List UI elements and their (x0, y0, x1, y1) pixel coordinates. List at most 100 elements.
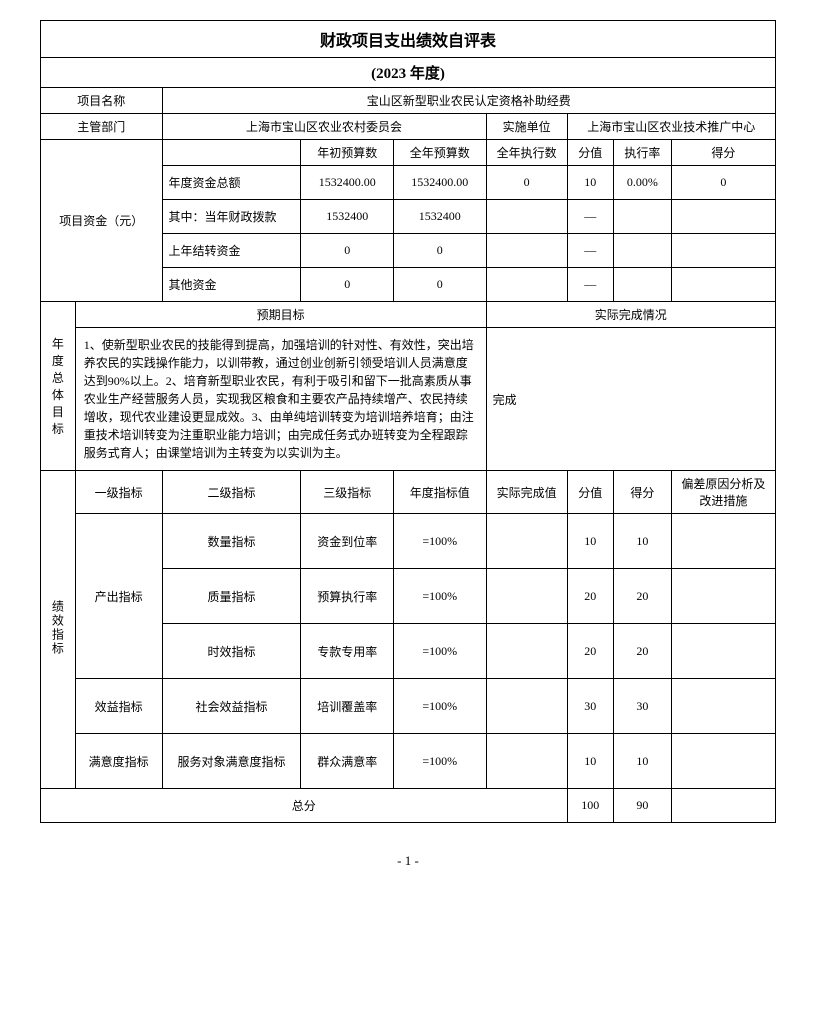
r2-target: =100% (394, 569, 487, 624)
col-full: 全年预算数 (394, 140, 487, 166)
fund-total-label: 年度资金总额 (162, 166, 301, 200)
r5-score: 10 (613, 734, 671, 789)
budget-exec-label: 预算执行率 (301, 569, 394, 624)
svc-satisfaction-label: 服务对象满意度指标 (162, 734, 301, 789)
public-sat-label: 群众满意率 (301, 734, 394, 789)
r5-target: =100% (394, 734, 487, 789)
r4-dev (671, 679, 775, 734)
r3-sv: 20 (567, 624, 613, 679)
expected-goal-label: 预期目标 (75, 302, 486, 328)
blank (613, 268, 671, 302)
col-exec: 全年执行数 (486, 140, 567, 166)
blank (671, 200, 775, 234)
actual-val-header: 实际完成值 (486, 471, 567, 514)
lvl3-header: 三级指标 (301, 471, 394, 514)
total-label: 总分 (41, 789, 568, 823)
label-supervisor: 主管部门 (41, 114, 163, 140)
coverage-label: 培训覆盖率 (301, 679, 394, 734)
dedicated-label: 专款专用率 (301, 624, 394, 679)
total-sv: 100 (567, 789, 613, 823)
lvl1-header: 一级指标 (75, 471, 162, 514)
fund-rate-label: 资金到位率 (301, 514, 394, 569)
total-dev (671, 789, 775, 823)
r3-target: =100% (394, 624, 487, 679)
r2-sv: 20 (567, 569, 613, 624)
dash: — (567, 200, 613, 234)
blank (613, 234, 671, 268)
dev-reason-header: 偏差原因分析及改进措施 (671, 471, 775, 514)
label-impl-unit: 实施单位 (486, 114, 567, 140)
blank (671, 268, 775, 302)
blank (162, 140, 301, 166)
col-sv: 分值 (567, 140, 613, 166)
satisfaction-label: 满意度指标 (75, 734, 162, 789)
goal-text: 1、使新型职业农民的技能得到提高，加强培训的针对性、有效性，突出培养农民的实践操… (75, 328, 486, 471)
value-impl-unit: 上海市宝山区农业技术推广中心 (567, 114, 775, 140)
value-supervisor: 上海市宝山区农业农村委员会 (162, 114, 486, 140)
year-label: (2023 年度) (41, 58, 776, 88)
r1-dev (671, 514, 775, 569)
annual-target-header: 年度指标值 (394, 471, 487, 514)
actual-complete-label: 实际完成情况 (486, 302, 775, 328)
perf-indicator-label: 绩效指标 (41, 471, 76, 789)
fund-total-exec: 0 (486, 166, 567, 200)
label-project-fund: 项目资金（元） (41, 140, 163, 302)
fund-carry-label: 上年结转资金 (162, 234, 301, 268)
col-initial: 年初预算数 (301, 140, 394, 166)
r5-dev (671, 734, 775, 789)
fund-total-rate: 0.00% (613, 166, 671, 200)
total-score: 90 (613, 789, 671, 823)
benefit-label: 效益指标 (75, 679, 162, 734)
r4-sv: 30 (567, 679, 613, 734)
r1-sv: 10 (567, 514, 613, 569)
quality-label: 质量指标 (162, 569, 301, 624)
page-number: - 1 - (40, 853, 776, 869)
fund-other-initial: 0 (301, 268, 394, 302)
col-rate: 执行率 (613, 140, 671, 166)
r3-score: 20 (613, 624, 671, 679)
blank (486, 234, 567, 268)
blank (486, 268, 567, 302)
dash: — (567, 234, 613, 268)
blank (613, 200, 671, 234)
fund-other-full: 0 (394, 268, 487, 302)
r1-target: =100% (394, 514, 487, 569)
r4-actual (486, 679, 567, 734)
fund-current-label: 其中：当年财政拨款 (162, 200, 301, 234)
col-score: 得分 (671, 140, 775, 166)
table-title: 财政项目支出绩效自评表 (41, 21, 776, 58)
fund-carry-full: 0 (394, 234, 487, 268)
fund-carry-initial: 0 (301, 234, 394, 268)
blank (671, 234, 775, 268)
fund-current-full: 1532400 (394, 200, 487, 234)
output-label: 产出指标 (75, 514, 162, 679)
r1-score: 10 (613, 514, 671, 569)
r2-actual (486, 569, 567, 624)
fund-current-initial: 1532400 (301, 200, 394, 234)
r1-actual (486, 514, 567, 569)
r3-dev (671, 624, 775, 679)
r4-score: 30 (613, 679, 671, 734)
fund-total-sv: 10 (567, 166, 613, 200)
label-project-name: 项目名称 (41, 88, 163, 114)
goal-status: 完成 (486, 328, 775, 471)
lvl2-header: 二级指标 (162, 471, 301, 514)
dash: — (567, 268, 613, 302)
fund-other-label: 其他资金 (162, 268, 301, 302)
fund-total-initial: 1532400.00 (301, 166, 394, 200)
r5-sv: 10 (567, 734, 613, 789)
r2-score: 20 (613, 569, 671, 624)
fund-total-score: 0 (671, 166, 775, 200)
social-label: 社会效益指标 (162, 679, 301, 734)
annual-goal-label: 年度总体目标 (41, 302, 76, 471)
r3-actual (486, 624, 567, 679)
score-header: 得分 (613, 471, 671, 514)
blank (486, 200, 567, 234)
time-label: 时效指标 (162, 624, 301, 679)
qty-label: 数量指标 (162, 514, 301, 569)
r5-actual (486, 734, 567, 789)
value-project-name: 宝山区新型职业农民认定资格补助经费 (162, 88, 775, 114)
fund-total-full: 1532400.00 (394, 166, 487, 200)
r4-target: =100% (394, 679, 487, 734)
evaluation-table: 财政项目支出绩效自评表 (2023 年度) 项目名称 宝山区新型职业农民认定资格… (40, 20, 776, 823)
